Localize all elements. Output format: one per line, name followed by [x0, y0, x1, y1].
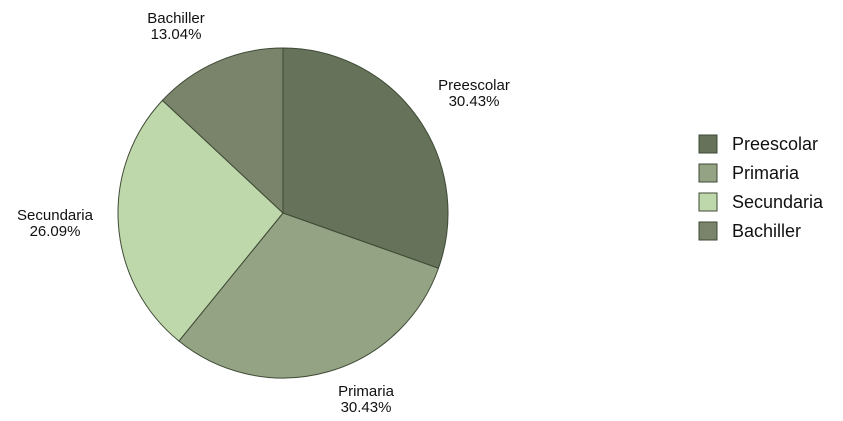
- slice-label-percent: 30.43%: [341, 399, 392, 416]
- pie-slice-primaria: [178, 212, 440, 379]
- legend-swatch-secundaria: [698, 192, 718, 212]
- pie-slice-bachiller: [161, 47, 284, 215]
- legend-label-preescolar: Preescolar: [732, 134, 818, 154]
- slice-label-percent: 30.43%: [449, 93, 500, 110]
- slice-label-category: Secundaria: [17, 207, 94, 224]
- legend-swatch-bachiller: [698, 221, 718, 241]
- slice-label-category: Primaria: [338, 383, 394, 400]
- legend: Preescolar Primaria Secundaria Bachiller: [698, 134, 824, 241]
- slice-label-percent: 13.04%: [151, 26, 202, 43]
- legend-label-secundaria: Secundaria: [732, 192, 824, 212]
- slice-label-bachiller: Bachiller 13.04%: [147, 10, 205, 43]
- legend-label-bachiller: Bachiller: [732, 221, 801, 241]
- pie-slice-preescolar: [282, 47, 449, 269]
- slice-label-preescolar: Preescolar 30.43%: [438, 77, 510, 110]
- legend-label-primaria: Primaria: [732, 163, 800, 183]
- slice-label-primaria: Primaria 30.43%: [338, 383, 394, 416]
- slice-label-category: Preescolar: [438, 77, 510, 94]
- pie-slices: [117, 47, 449, 379]
- slice-label-secundaria: Secundaria 26.09%: [17, 207, 94, 240]
- legend-swatch-primaria: [698, 163, 718, 183]
- slice-labels: Preescolar 30.43%Primaria 30.43%Secundaria…: [17, 10, 510, 416]
- legend-swatch-preescolar: [698, 134, 718, 154]
- slice-label-category: Bachiller: [147, 10, 205, 27]
- pie-slice-secundaria: [117, 99, 284, 342]
- slice-label-percent: 26.09%: [30, 223, 81, 240]
